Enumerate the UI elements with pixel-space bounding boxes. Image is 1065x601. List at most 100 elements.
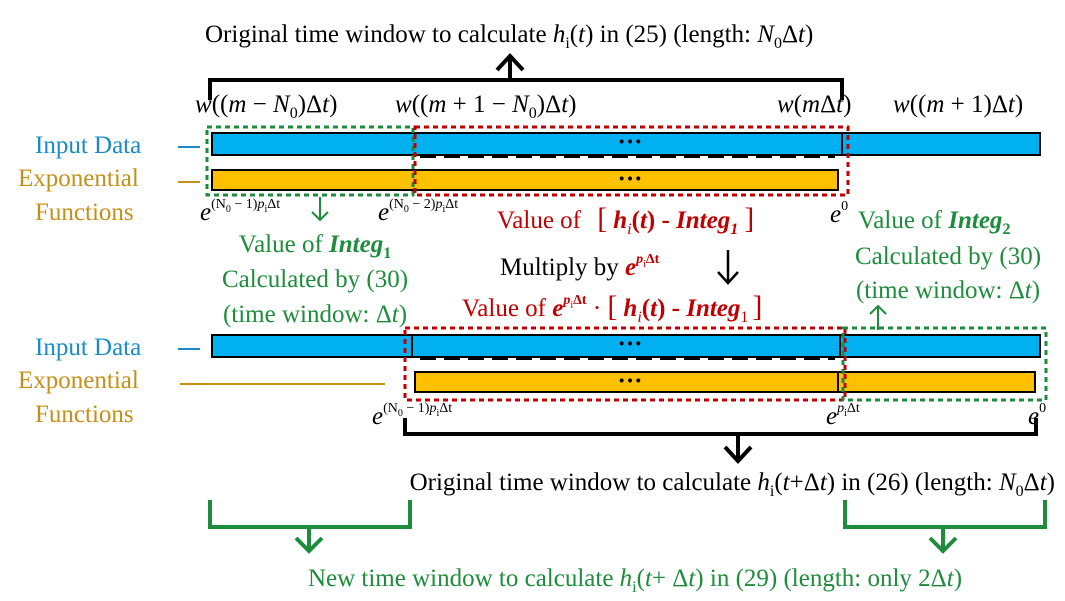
text-part: i [565, 35, 570, 52]
text-part: 0 [404, 204, 409, 215]
text-part: t [688, 565, 696, 592]
text-part: e [1028, 403, 1039, 430]
text-part: N [272, 91, 291, 118]
text-part: w [893, 91, 910, 118]
text-part: h [623, 295, 637, 322]
text-part: m [428, 91, 446, 118]
text-part: e [830, 201, 841, 228]
text-part: Δt [439, 401, 452, 416]
text-part: 1 [383, 245, 391, 262]
text-part: )Δ [298, 91, 322, 118]
dots: ··· [617, 166, 642, 193]
text-part: New time window to calculate [308, 565, 620, 592]
text-part: h [553, 21, 566, 48]
text-part: N [511, 91, 530, 118]
text-part: − 1) [403, 401, 430, 416]
text-part: e [826, 403, 837, 430]
text-part: Δt [573, 293, 587, 308]
multiply-arrow [717, 250, 739, 285]
text-part: t [820, 469, 828, 496]
text-part: Original time window to calculate [205, 21, 553, 48]
exponent: e0 [830, 199, 848, 228]
exponent: e(N0 − 1)piΔt [372, 401, 452, 430]
exponent: epiΔt [826, 401, 860, 430]
text-part: in (25) (length: [593, 21, 757, 48]
text-part: ) [657, 295, 665, 322]
text-part: p [256, 197, 264, 212]
dots: ··· [617, 331, 642, 358]
text-part: 0 [1039, 401, 1046, 416]
text-part: e [200, 199, 211, 226]
text-part: ( [794, 91, 802, 118]
text-part: m [926, 91, 944, 118]
text-part: Value of [239, 231, 329, 258]
integ1-note: (time window: Δt) [223, 301, 407, 328]
text-part: ] [752, 290, 762, 323]
red-box [403, 326, 847, 402]
text-part: p [562, 293, 570, 308]
text-part: + 1)Δ [944, 91, 1008, 118]
text-part: p [428, 401, 436, 416]
text-part: ] [744, 202, 754, 235]
text-part: (N [383, 401, 398, 416]
dots: ··· [617, 368, 642, 395]
text-part: i [844, 408, 847, 419]
top-bracket [208, 53, 844, 100]
text-part: t [392, 301, 400, 328]
text-part: t [1025, 277, 1033, 304]
text-part: [ [607, 290, 617, 323]
text-part: 0 [841, 199, 848, 214]
text-part: p [635, 252, 643, 267]
text-part: w [395, 91, 412, 118]
text-part: Value of [497, 207, 587, 234]
text-part: N [998, 469, 1017, 496]
text-part: Δt [267, 197, 280, 212]
text-part: ) [399, 301, 407, 328]
text-part: m [802, 91, 820, 118]
text-part: Value of [858, 207, 948, 234]
green-box [841, 326, 1048, 402]
text-part: Δ [782, 21, 798, 48]
text-part: − 1) [231, 197, 258, 212]
text-part: (( [212, 91, 229, 118]
text-part: t [1040, 469, 1048, 496]
text-part: e [552, 295, 563, 322]
text-part: t [798, 21, 806, 48]
exp-bar [414, 371, 1036, 393]
text-part: ) in (26) (length: [827, 469, 999, 496]
row-label: Exponential [18, 367, 139, 394]
text-part: w [195, 91, 212, 118]
text-part: t [640, 207, 648, 234]
text-part: ) in (29) (length: only 2Δ [695, 565, 946, 592]
text-part: + Δ [652, 565, 688, 592]
text-part: ) [954, 565, 962, 592]
top-caption: Original time window to calculate hi(t) … [205, 21, 813, 52]
text-part: p [836, 401, 844, 416]
text-part: i [637, 309, 641, 326]
text-part: Δt [445, 197, 458, 212]
text-part: Integ [947, 207, 1002, 234]
text-part: ( [570, 21, 578, 48]
text-part: 0 [290, 105, 298, 122]
exponent: e0 [1028, 401, 1046, 430]
text-part: i [632, 579, 637, 596]
text-part: w [777, 91, 794, 118]
text-part: Multiply by [500, 254, 625, 281]
text-part: 1 [740, 309, 748, 326]
green-bracket [208, 500, 1047, 554]
text-part: 0 [774, 35, 782, 52]
text-part: Integ [685, 295, 740, 322]
text-part: (N [389, 197, 404, 212]
text-part: ( [632, 207, 640, 234]
text-part: (( [412, 91, 429, 118]
text-part: ( [642, 295, 650, 322]
row-label: Input Data [35, 334, 141, 361]
text-part: Original time window to calculate [410, 469, 758, 496]
green-arrow [869, 304, 887, 330]
exponent: e(N0 − 1)piΔt [200, 197, 280, 226]
integ1-note: Value of Integ1 [239, 231, 391, 262]
text-part: · [587, 295, 608, 322]
text-part: 0 [398, 408, 403, 419]
green-arrow [311, 197, 329, 222]
